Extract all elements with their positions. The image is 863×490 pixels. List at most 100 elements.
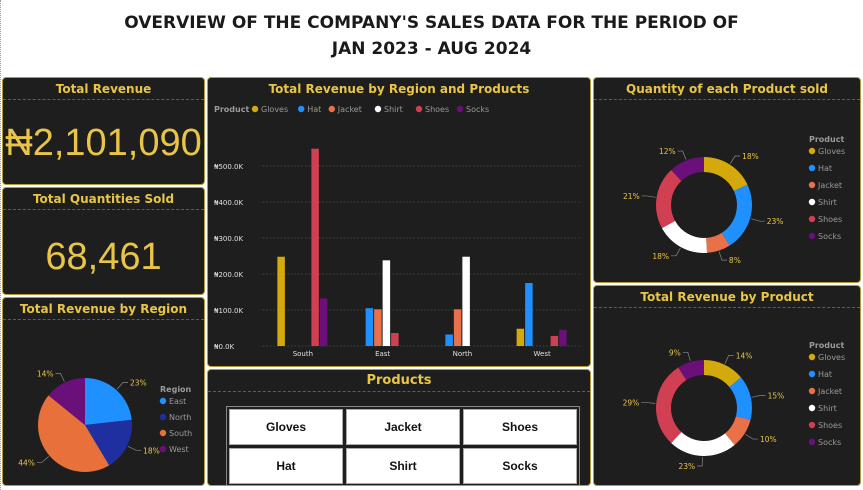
revenue-donut-leader-jacket (745, 433, 758, 440)
qty-donut-label-hat: 23% (767, 217, 784, 226)
revenue-donut-legend-marker-shoes (808, 421, 816, 429)
bar-legend-marker-hat (298, 105, 305, 113)
bar-ytick-4: ₦400.0K (214, 199, 243, 207)
revenue-donut-slice-gloves (704, 360, 741, 387)
bar-legend-marker-shirt (374, 105, 382, 113)
revenue-donut-leader-socks (682, 351, 691, 362)
revenue-donut-slice-shoes (656, 367, 687, 443)
bar-legend-title: Product (214, 105, 249, 114)
qty-donut-label-shirt: 18% (652, 252, 669, 261)
bar-xtick-west: West (534, 350, 551, 358)
qty-donut-leader-jacket (718, 251, 727, 261)
revenue-donut-legend-socks: Socks (818, 438, 841, 447)
qty-donut-label-gloves: 18% (742, 152, 759, 161)
qty-donut-slice-socks (671, 157, 704, 181)
region-pie-label-south: 44% (18, 458, 35, 467)
revenue-by-region-chart: 23% 18% 44% 14% Region East North South West (18, 370, 192, 473)
total-revenue-title: Total Revenue (3, 78, 204, 100)
qty-donut-leader-hat (750, 218, 765, 222)
qty-donut-slice-shoes (656, 170, 682, 229)
total-quantities-value: 68,461 (45, 236, 162, 278)
bar-legend-marker-socks (456, 105, 464, 113)
qty-donut-leader-gloves (729, 155, 741, 164)
revenue-donut-legend-jacket: Jacket (817, 387, 842, 396)
revenue-donut-legend-shirt: Shirt (818, 404, 837, 413)
bar-bar-west-shoes (550, 335, 559, 346)
product-button-shoes[interactable]: Shoes (463, 409, 577, 445)
bar-ytick-3: ₦300.0K (214, 235, 243, 243)
revenue-region-products-card: Total Revenue by Region and Products Pro… (207, 77, 591, 367)
product-button-socks[interactable]: Socks (463, 448, 577, 484)
revenue-by-product-title: Total Revenue by Product (594, 286, 860, 308)
quantity-by-product-card: Quantity of each Product sold 18% 23% 8% 18… (593, 77, 861, 283)
region-pie-legend-marker-east (159, 397, 167, 405)
revenue-donut-legend-marker-shirt (808, 404, 816, 412)
region-pie-slice-west (48, 378, 85, 425)
bar-xtick-north: North (453, 350, 473, 358)
product-button-gloves[interactable]: Gloves (229, 409, 343, 445)
bar-legend-marker-shoes (415, 105, 423, 113)
total-quantities-title: Total Quantities Sold (3, 188, 204, 210)
product-button-hat[interactable]: Hat (229, 448, 343, 484)
revenue-donut-label-hat: 15% (768, 391, 785, 400)
revenue-donut-label-socks: 9% (669, 348, 681, 357)
bar-bar-east-shoes (391, 333, 399, 346)
bar-xtick-south: South (293, 350, 313, 358)
page-edge (0, 0, 1, 490)
region-pie-legend-south: South (169, 429, 192, 438)
bar-bar-east-hat (365, 308, 374, 346)
region-pie-leader-east (116, 382, 129, 390)
qty-donut-legend-marker-shirt (808, 198, 816, 206)
bar-bar-west-hat (525, 283, 533, 346)
bar-bar-west-gloves (516, 328, 525, 346)
region-pie-leader-south (36, 456, 49, 463)
bar-legend-marker-jacket (328, 105, 335, 113)
qty-donut-slice-gloves (704, 157, 748, 191)
bar-legend-gloves: Gloves (261, 105, 288, 114)
qty-donut-leader-socks (677, 150, 687, 160)
qty-donut-legend-shoes: Shoes (818, 215, 842, 224)
region-pie-slice-north (85, 419, 132, 466)
revenue-donut-legend-shoes: Shoes (818, 421, 842, 430)
dashboard-title-line2: JAN 2023 - AUG 2024 (331, 39, 532, 59)
region-pie-legend-north: North (169, 413, 191, 422)
quantity-by-product-chart: 18% 23% 8% 18% 21% 12% Product Gloves Hat Jacket S… (623, 135, 845, 265)
bar-legend-hat: Hat (307, 105, 321, 114)
bar-bar-east-shirt (382, 260, 391, 346)
revenue-donut-legend-marker-jacket (808, 387, 816, 395)
bar-legend-jacket: Jacket (337, 105, 362, 114)
region-pie-legend-marker-north (159, 413, 167, 421)
revenue-donut-label-shirt: 23% (679, 462, 696, 471)
revenue-donut-legend-hat: Hat (818, 370, 832, 379)
bar-bar-south-shoes (311, 148, 319, 346)
bar-bar-north-shirt (462, 256, 470, 346)
qty-donut-legend-gloves: Gloves (818, 147, 845, 156)
qty-donut-label-jacket: 8% (729, 256, 741, 265)
region-pie-legend-west: West (169, 445, 189, 454)
revenue-by-region-title: Total Revenue by Region (3, 298, 204, 320)
product-button-shirt[interactable]: Shirt (346, 448, 460, 484)
revenue-donut-label-gloves: 14% (736, 352, 753, 361)
bar-bar-south-socks (319, 298, 328, 346)
region-pie-legend-title: Region (160, 385, 192, 394)
region-pie-leader-north (127, 446, 142, 451)
bar-bar-south-gloves (277, 256, 285, 346)
product-button-jacket[interactable]: Jacket (346, 409, 460, 445)
qty-donut-slice-shirt (661, 220, 708, 254)
qty-donut-legend-hat: Hat (818, 164, 832, 173)
qty-donut-leader-shoes (641, 195, 656, 198)
revenue-region-products-title: Total Revenue by Region and Products (268, 82, 530, 96)
region-pie-leader-west (55, 373, 65, 382)
qty-donut-legend-marker-socks (808, 232, 816, 240)
revenue-donut-legend-marker-gloves (808, 353, 816, 361)
qty-donut-legend-socks: Socks (818, 232, 841, 241)
revenue-by-product-card: Total Revenue by Product 14% 15% 10% 23% 29%… (593, 285, 861, 486)
revenue-by-region-card: Total Revenue by Region 23% 18% 44% 14% Regi… (2, 297, 205, 486)
revenue-donut-slice-shirt (671, 432, 735, 456)
qty-donut-legend-shirt: Shirt (818, 198, 837, 207)
revenue-donut-label-jacket: 10% (760, 435, 777, 444)
total-revenue-card: Total Revenue ₦2,101,090 (2, 77, 205, 185)
revenue-donut-slice-hat (729, 377, 752, 420)
dashboard-title-line1: OVERVIEW OF THE COMPANY'S SALES DATA FOR… (124, 13, 739, 33)
products-slicer-grid: Gloves Jacket Shoes Hat Shirt Socks (226, 406, 580, 485)
